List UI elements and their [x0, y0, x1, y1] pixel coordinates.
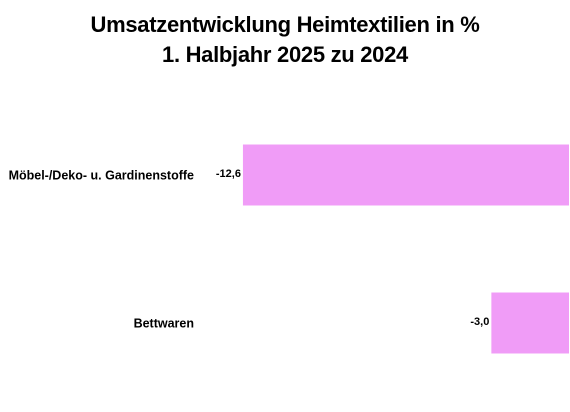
chart-title-block: Umsatzentwicklung Heimtextilien in % 1. …: [0, 10, 570, 70]
bar-1: [491, 292, 569, 354]
category-label-1: Bettwaren: [134, 316, 194, 330]
bars-layer: [242, 144, 569, 354]
value-label-0: -12,6: [216, 168, 241, 180]
value-label-1: -3,0: [470, 316, 489, 328]
chart-title: Umsatzentwicklung Heimtextilien in %: [90, 12, 480, 37]
bar-0: [242, 144, 569, 206]
chart-subtitle: 1. Halbjahr 2025 zu 2024: [162, 42, 408, 67]
labels-layer: -12,6 Möbel-/Deko- u. Gardinenstoffe -3,0 B…: [9, 168, 490, 330]
category-label-0: Möbel-/Deko- u. Gardinenstoffe: [9, 168, 194, 182]
